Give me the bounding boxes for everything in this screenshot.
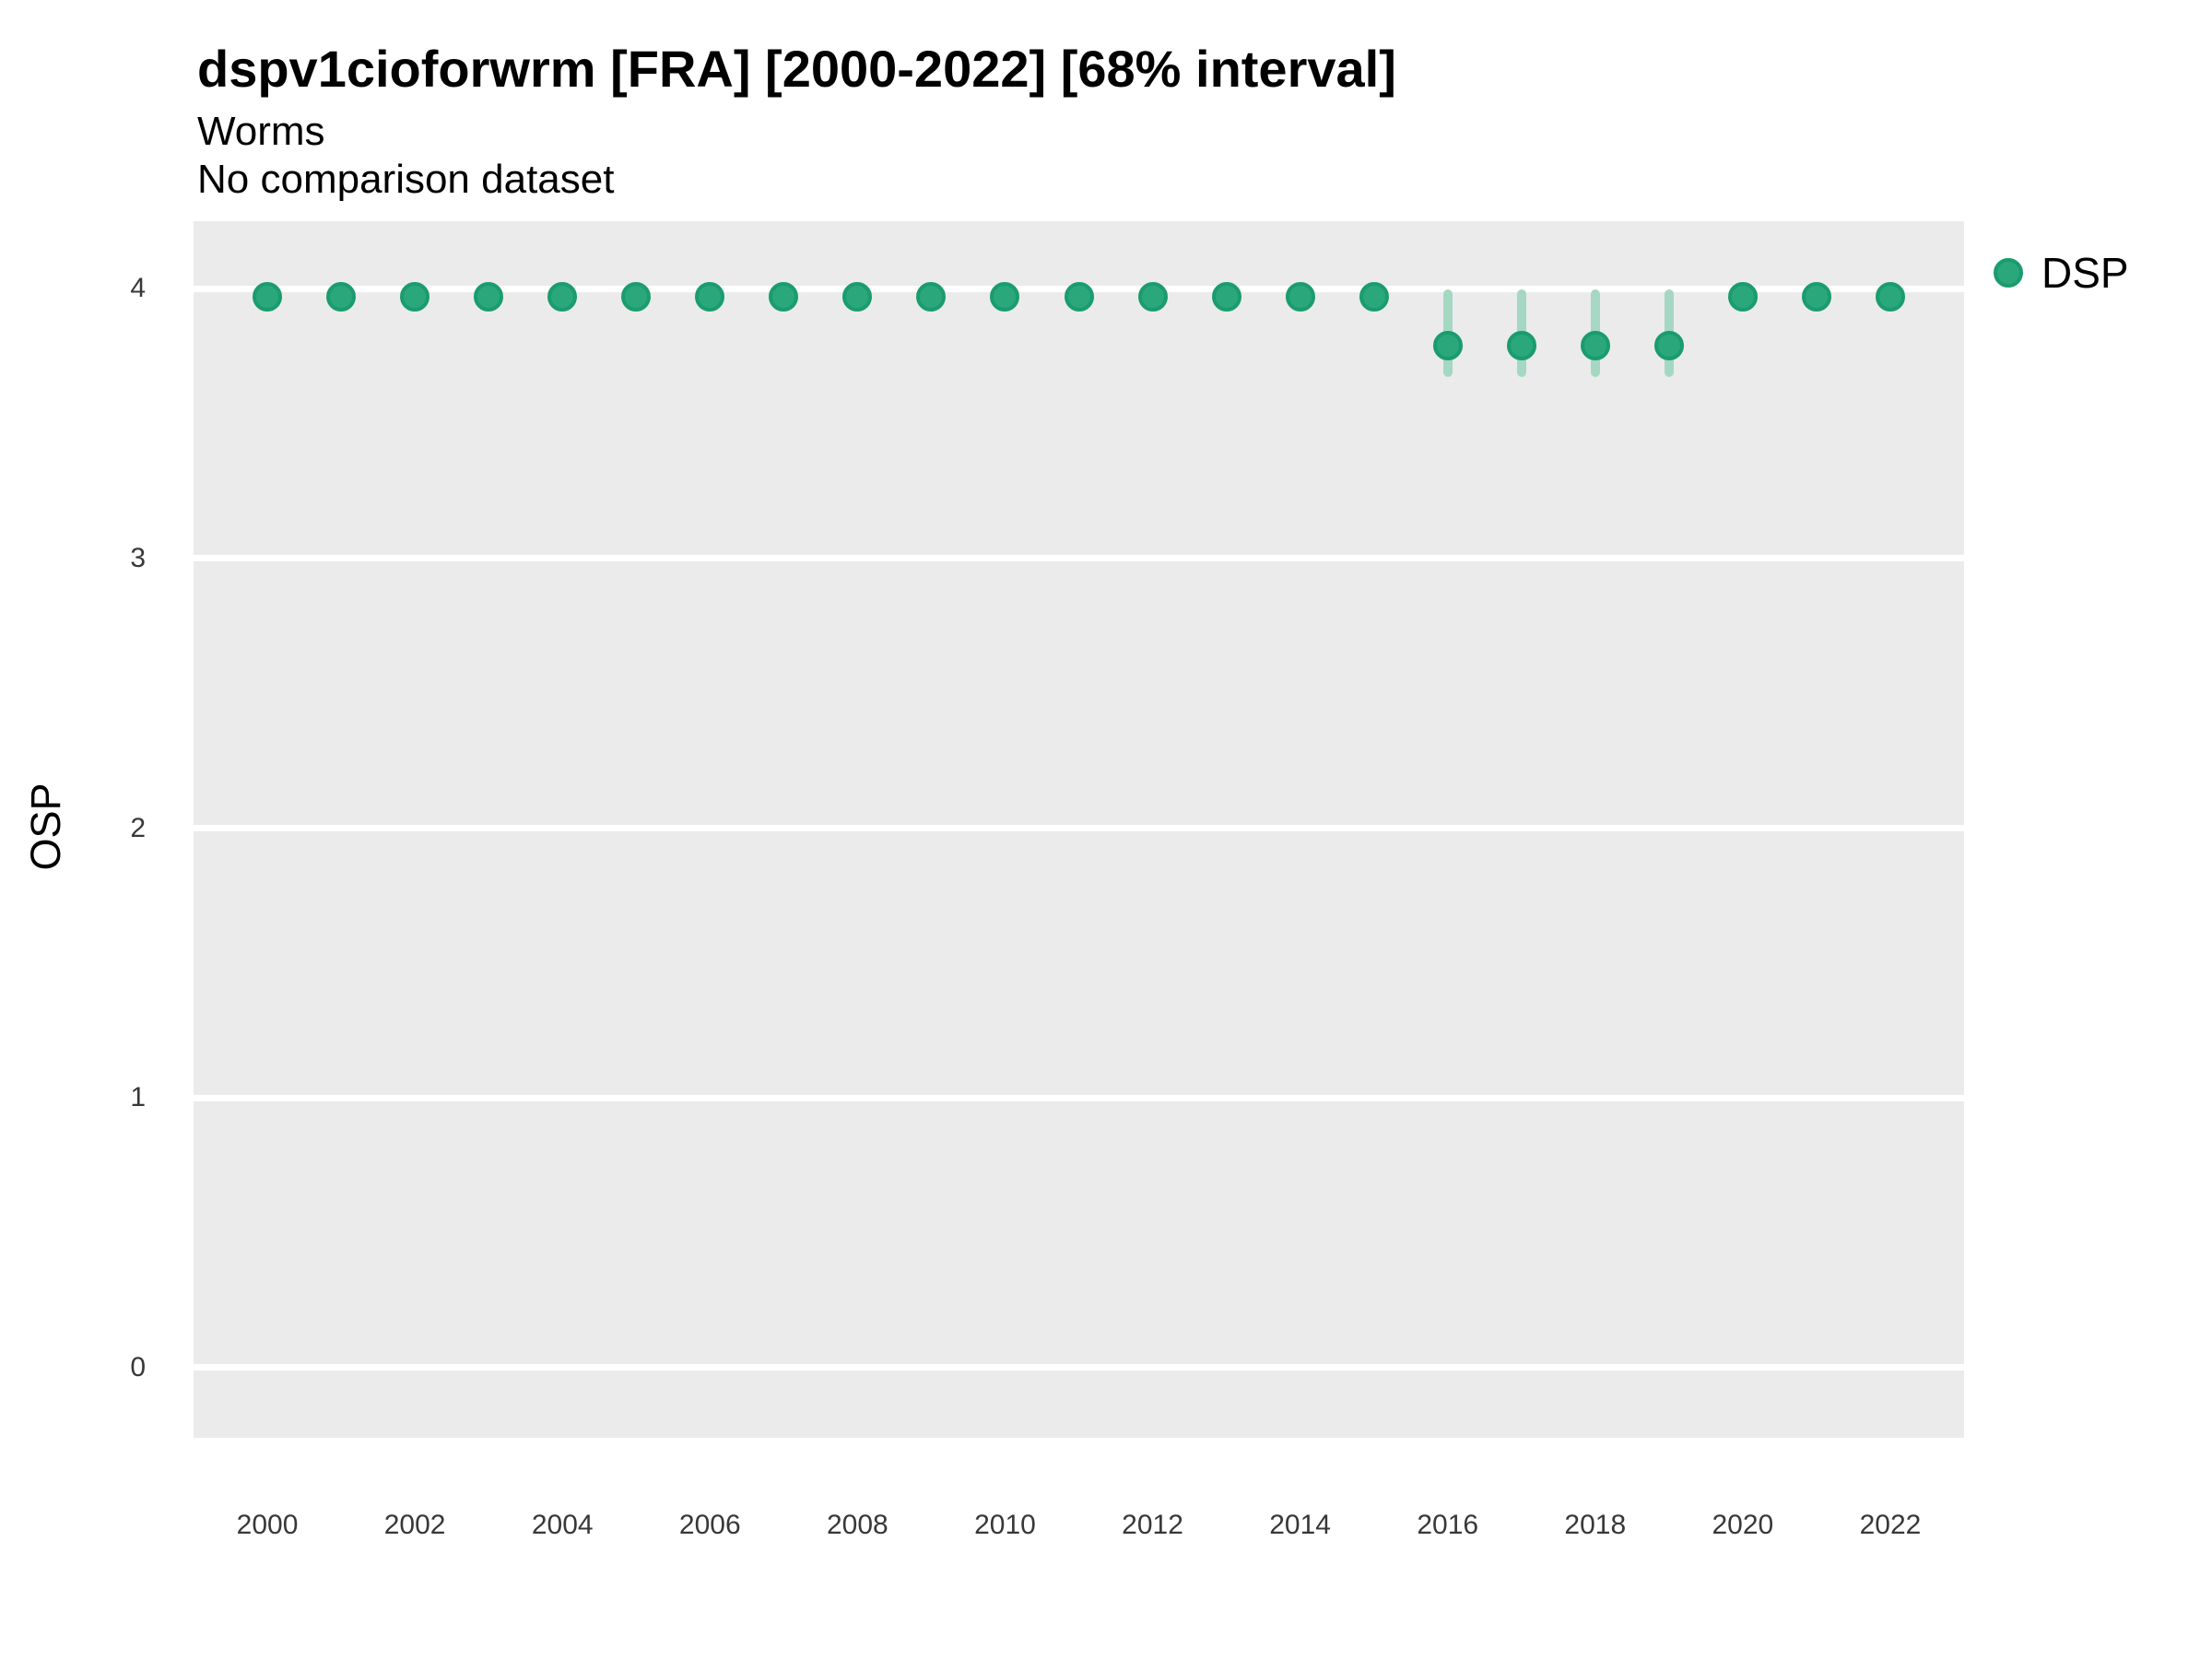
y-tick-label-2: 2	[130, 812, 146, 843]
x-tick-label-2010: 2010	[974, 1510, 1036, 1540]
x-tick-label-2000: 2000	[236, 1510, 299, 1540]
data-point-2009	[916, 281, 947, 312]
x-tick-label-2020: 2020	[1712, 1510, 1774, 1540]
gridline-y-0	[194, 1364, 1964, 1371]
y-tick-label-4: 4	[130, 273, 146, 304]
x-tick-label-2022: 2022	[1859, 1510, 1922, 1540]
data-point-2007	[769, 281, 799, 312]
y-tick-label-0: 0	[130, 1351, 146, 1382]
data-point-2013	[1211, 281, 1241, 312]
chart-note: No comparison dataset	[197, 157, 615, 202]
data-point-2020	[1727, 281, 1758, 312]
x-tick-label-2002: 2002	[383, 1510, 446, 1540]
data-point-2015	[1359, 281, 1389, 312]
data-point-2004	[547, 281, 578, 312]
chart-title: dspv1cioforwrm [FRA] [2000-2022] [68% in…	[197, 40, 1396, 98]
data-point-2010	[990, 281, 1020, 312]
x-tick-label-2006: 2006	[678, 1510, 741, 1540]
x-tick-label-2004: 2004	[531, 1510, 594, 1540]
data-point-2005	[621, 281, 652, 312]
data-point-2003	[474, 281, 504, 312]
data-point-2006	[695, 281, 725, 312]
data-point-2017	[1506, 330, 1536, 360]
legend-label: DSP	[2041, 249, 2129, 297]
data-point-2000	[253, 281, 283, 312]
gridline-y-2	[194, 825, 1964, 832]
x-tick-label-2008: 2008	[827, 1510, 888, 1540]
legend-marker-dsp-icon	[1994, 258, 2023, 288]
x-tick-label-2018: 2018	[1564, 1510, 1627, 1540]
data-point-2022	[1875, 281, 1905, 312]
y-tick-label-1: 1	[130, 1082, 146, 1113]
x-tick-label-2012: 2012	[1122, 1510, 1183, 1540]
data-point-2008	[842, 281, 873, 312]
x-tick-label-2014: 2014	[1269, 1510, 1331, 1540]
data-point-2014	[1285, 281, 1315, 312]
legend: DSP	[1994, 250, 2129, 296]
data-point-2002	[400, 281, 430, 312]
data-point-2016	[1432, 330, 1463, 360]
data-point-2018	[1580, 330, 1610, 360]
data-point-2012	[1137, 281, 1168, 312]
y-tick-label-3: 3	[130, 542, 146, 573]
data-point-2011	[1064, 281, 1094, 312]
x-tick-label-2016: 2016	[1417, 1510, 1479, 1540]
data-point-2021	[1801, 281, 1831, 312]
gridline-y-1	[194, 1094, 1964, 1101]
data-point-2001	[326, 281, 357, 312]
data-point-2019	[1653, 330, 1684, 360]
gridline-y-3	[194, 555, 1964, 562]
chart-subtitle: Worms	[197, 109, 325, 154]
plot-panel	[194, 221, 1964, 1438]
